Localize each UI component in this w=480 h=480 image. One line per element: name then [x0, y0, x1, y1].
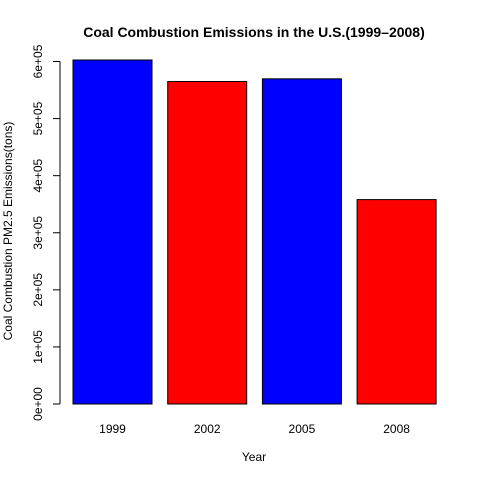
- x-tick-label-2005: 2005: [289, 422, 316, 436]
- bar-2005: [261, 78, 342, 405]
- y-tick-label: 6e+05: [31, 44, 45, 78]
- x-tick-label-1999: 1999: [99, 422, 126, 436]
- y-tick-label: 1e+05: [31, 330, 45, 364]
- x-tick-labels: 1999 2002 2005 2008: [99, 422, 410, 436]
- x-tick-label-2002: 2002: [194, 422, 221, 436]
- y-tick-label: 4e+05: [31, 158, 45, 192]
- x-axis-label: Year: [242, 450, 266, 464]
- y-tick-label: 0e+00: [31, 387, 45, 421]
- y-axis-label: Coal Combustion PM2.5 Emissions(tons): [1, 122, 15, 341]
- y-tick-label: 5e+05: [31, 101, 45, 135]
- x-tick-label-2008: 2008: [383, 422, 410, 436]
- bar-2002: [167, 81, 248, 405]
- bar-1999: [72, 59, 153, 405]
- bar-2008: [356, 199, 437, 405]
- y-tick-label: 2e+05: [31, 273, 45, 307]
- y-axis: 0e+00 1e+05 2e+05 3e+05 4e+05 5e+05 6e+05: [31, 44, 61, 421]
- chart-title: Coal Combustion Emissions in the U.S.(19…: [83, 24, 425, 40]
- bars-group: [72, 59, 437, 405]
- y-tick-label: 3e+05: [31, 216, 45, 250]
